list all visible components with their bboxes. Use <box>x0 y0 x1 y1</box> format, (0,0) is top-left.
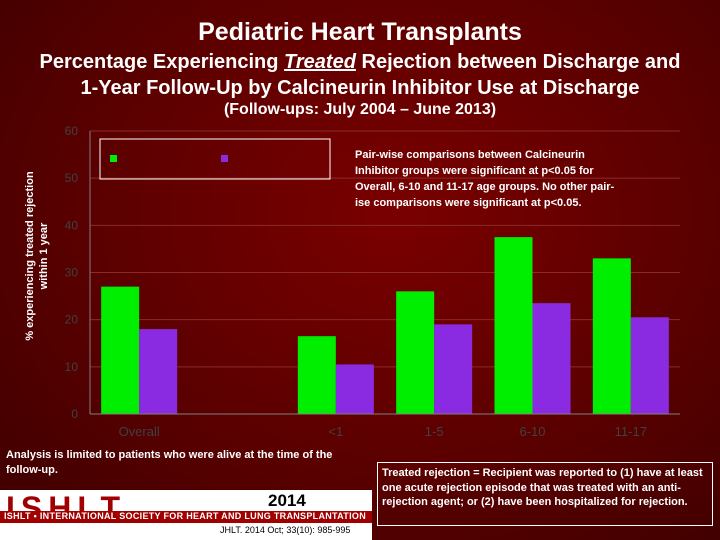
x-tick-labels: Overall <1 1-5 6-10 11-17 <box>119 424 647 439</box>
bar <box>630 317 669 414</box>
subtitle-suffix: Rejection between Discharge and <box>361 51 681 73</box>
bar <box>494 237 533 414</box>
chart-subtitle: Percentage Experiencing Treated Rejectio… <box>0 49 720 101</box>
page-title: Pediatric Heart Transplants <box>198 18 522 46</box>
logo-bar <box>0 511 372 523</box>
y-axis-label: % experiencing treated rejection <box>24 171 36 341</box>
x-tick-label: 6-10 <box>519 424 545 439</box>
logo-org-name: ISHLT • INTERNATIONAL SOCIETY FOR HEART … <box>4 511 367 521</box>
y-tick-label: 60 <box>65 124 79 138</box>
legend-box <box>99 138 331 180</box>
bar <box>335 364 374 414</box>
y-tick-label: 40 <box>65 218 79 232</box>
x-tick-label: Overall <box>119 424 160 439</box>
bar <box>297 336 336 414</box>
bar <box>101 286 140 414</box>
definition-box: Treated rejection = Recipient was report… <box>377 462 713 526</box>
annotation-line: ise comparisons were significant at p<0.… <box>355 197 582 209</box>
bar <box>592 258 631 414</box>
chart-annotation: Pair-wise comparisons between Calcineuri… <box>355 149 615 209</box>
annotation-line: Overall, 6-10 and 11-17 age groups. No o… <box>355 181 615 193</box>
bar <box>139 329 178 414</box>
bar <box>532 303 571 414</box>
bars <box>101 237 669 414</box>
y-tick-labels: 0 10 20 30 40 50 60 <box>65 124 79 421</box>
analysis-note: Analysis is limited to patients who were… <box>6 449 333 476</box>
annotation-line: Pair-wise comparisons between Calcineuri… <box>355 149 585 161</box>
legend-swatch-series1 <box>110 155 117 162</box>
y-tick-label: 50 <box>65 171 79 185</box>
y-tick-label: 30 <box>65 266 79 280</box>
bar <box>434 324 473 414</box>
y-tick-label: 20 <box>65 313 79 327</box>
y-tick-label: 10 <box>65 360 79 374</box>
annotation-line: Inhibitor groups were significant at p<0… <box>355 165 594 177</box>
subtitle-prefix: Percentage Experiencing <box>39 51 279 73</box>
y-tick-label: 0 <box>71 407 78 421</box>
followup-range: (Follow-ups: July 2004 – June 2013) <box>223 101 497 118</box>
logo-year: 2014 <box>268 491 306 510</box>
axes <box>89 131 680 415</box>
subtitle-treated: Treated <box>284 51 356 73</box>
legend: Pair-wise comparisons between Calcineuri… <box>99 138 615 209</box>
legend-swatch-series2 <box>221 155 228 162</box>
subtitle-line2: 1-Year Follow-Up by Calcineurin Inhibito… <box>80 77 640 99</box>
y-axis-label-line2: within 1 year <box>38 222 50 290</box>
ishlt-logo: ISHLT 2014 ISHLT • INTERNATIONAL SOCIETY… <box>0 490 372 540</box>
x-tick-label: 1-5 <box>425 424 444 439</box>
x-tick-label: 11-17 <box>615 424 647 439</box>
x-tick-label: <1 <box>328 424 343 439</box>
bar <box>396 291 435 414</box>
citation: JHLT. 2014 Oct; 33(10): 985-995 <box>220 525 351 535</box>
